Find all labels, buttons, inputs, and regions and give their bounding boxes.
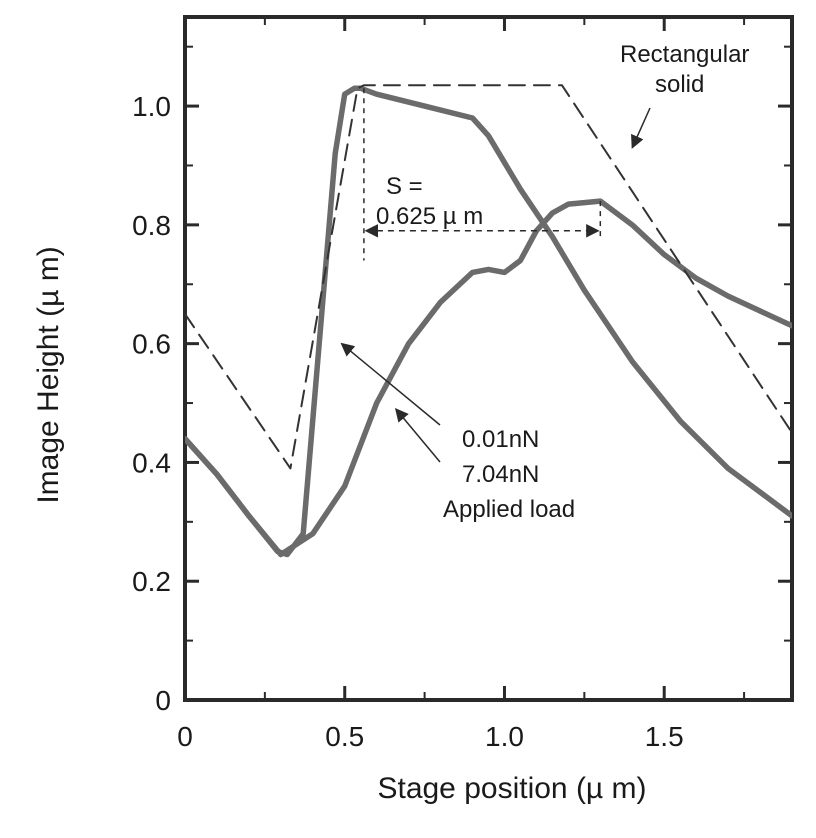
- y-axis-label: Image Height (µ m): [32, 246, 65, 503]
- rectangular-solid-label-line2: solid: [655, 71, 704, 98]
- annotations-group: Rectangular solid S = 0.625 µ m 0.01nN 7…: [340, 41, 749, 523]
- y-tick-label: 1.0: [132, 91, 171, 122]
- plot-frame: [183, 15, 794, 702]
- rectangular-solid-label-line1: Rectangular: [620, 41, 749, 68]
- load-pointer-0-01nN: [340, 342, 441, 426]
- x-tick-label: 1.0: [485, 721, 524, 752]
- load-pointer-7-04nN: [394, 407, 441, 463]
- x-tick-label: 1.5: [645, 721, 684, 752]
- rectangular-solid-pointer: [631, 107, 651, 149]
- s-label-line2: 0.625 µ m: [376, 203, 483, 230]
- y-tick-label: 0.6: [132, 329, 171, 360]
- load-label-0-01nN: 0.01nN: [462, 426, 539, 453]
- y-tick-label: 0.4: [132, 447, 171, 478]
- y-tick-label: 0.2: [132, 566, 171, 597]
- x-tick-label: 0.5: [325, 721, 364, 752]
- load-label-7-04nN: 7.04nN: [462, 461, 539, 488]
- series-group: [185, 84, 792, 558]
- y-tick-label: 0: [155, 685, 171, 716]
- series-line-2: [185, 198, 792, 558]
- series-line-3: [185, 84, 792, 470]
- x-tick-label: 0: [177, 721, 193, 752]
- y-tick-label: 0.8: [132, 210, 171, 241]
- x-axis-label: Stage position (µ m): [377, 772, 646, 805]
- s-label-line1: S =: [386, 173, 423, 200]
- axes-group: 0 0.2 0.4 0.6 0.8 1.0 0 0.5 1.0 1.5: [132, 15, 794, 752]
- applied-load-caption: Applied load: [443, 496, 575, 523]
